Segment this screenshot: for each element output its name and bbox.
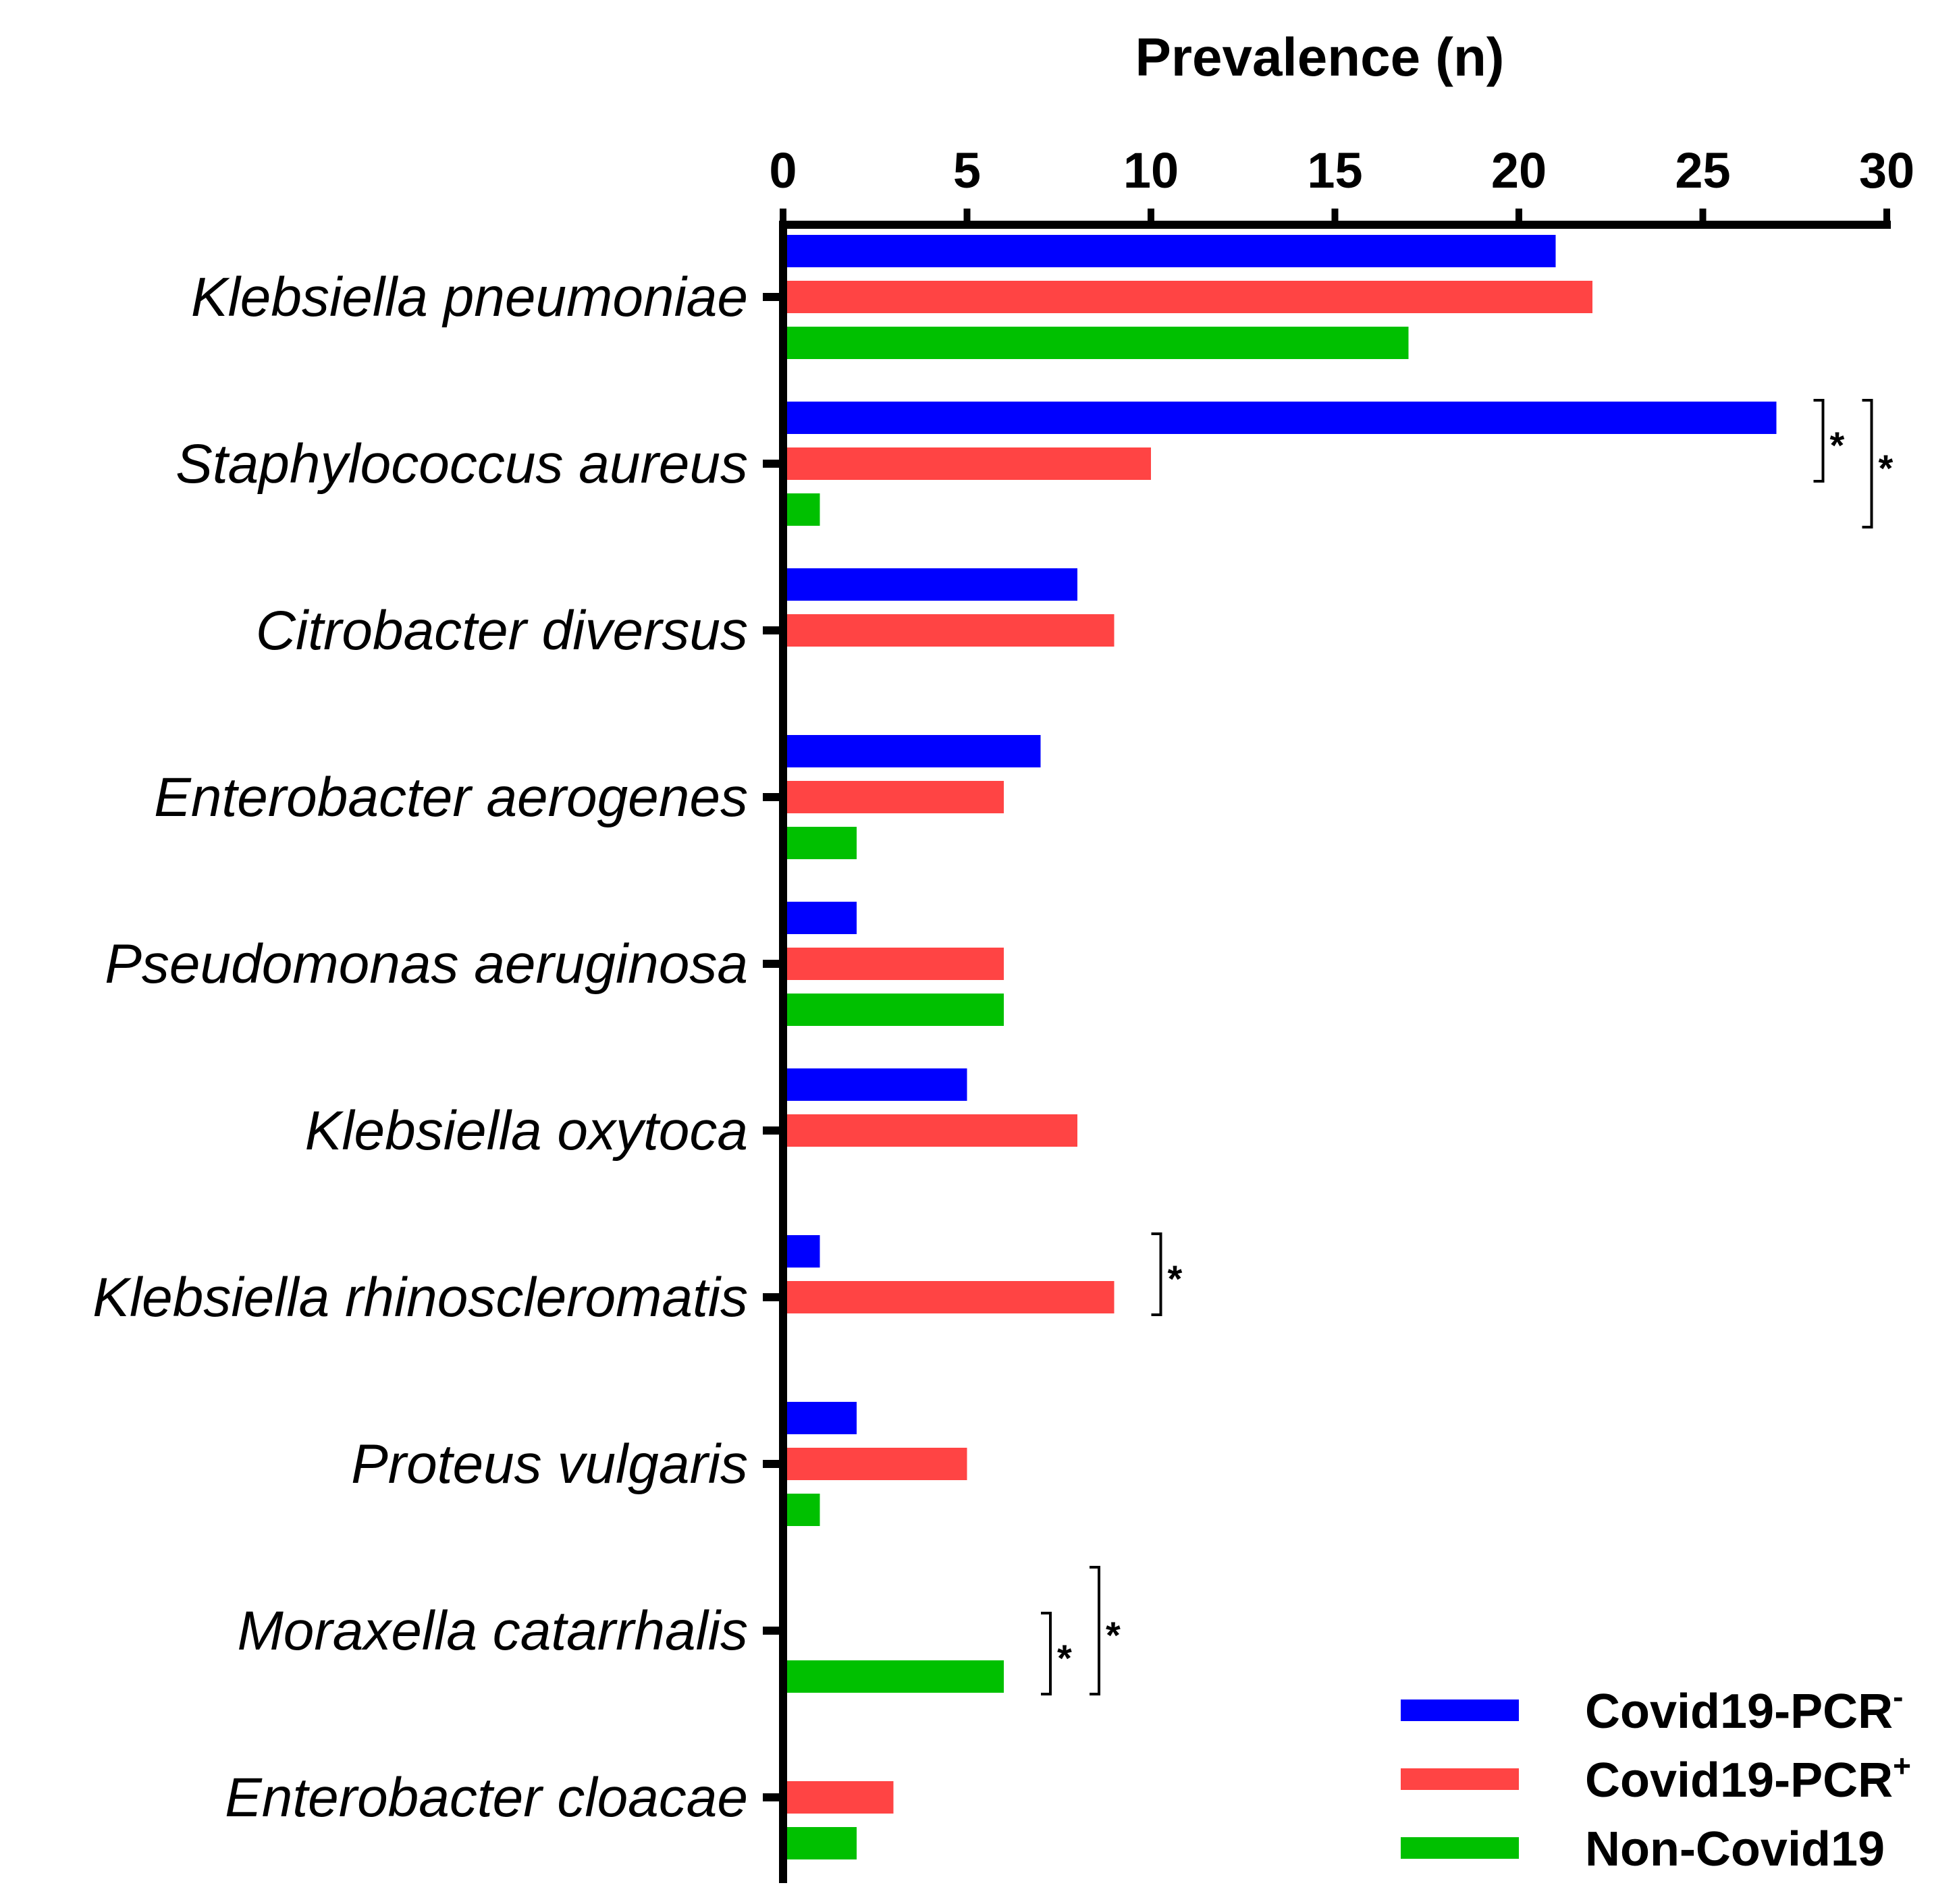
bar-enterobacter-aerogenes-covid19-pcr-pos — [783, 781, 1004, 813]
bar-klebsiella-pneumoniae-covid19-pcr-pos — [783, 281, 1592, 313]
category-label-klebsiella-oxytoca: Klebsiella oxytoca — [305, 1100, 748, 1162]
category-label-proteus-vulgaris: Proteus vulgaris — [351, 1434, 748, 1495]
legend-label: Covid19-PCR- — [1585, 1679, 1903, 1739]
legend-label: Covid19-PCR+ — [1585, 1748, 1911, 1807]
significance-bracket: * — [1090, 1566, 1121, 1695]
legend-item: Covid19-PCR+ — [1401, 1748, 1911, 1807]
category-label-staphylococcus-aureus: Staphylococcus aureus — [176, 433, 748, 495]
bar-staphylococcus-aureus-covid19-pcr-pos — [783, 447, 1151, 480]
category-label-pseudomonas-aeruginosa: Pseudomonas aeruginosa — [105, 933, 748, 995]
bar-pseudomonas-aeruginosa-covid19-pcr-pos — [783, 948, 1004, 980]
legend-superscript: - — [1893, 1679, 1903, 1714]
x-tick-label: 0 — [769, 142, 797, 198]
legend-swatch — [1401, 1837, 1519, 1859]
bar-moraxella-catarrhalis-non-covid19 — [783, 1660, 1004, 1693]
bar-klebsiella-rhinoscleromatis-covid19-pcr-pos — [783, 1281, 1115, 1313]
x-tick-label: 20 — [1491, 142, 1547, 198]
bar-enterobacter-aerogenes-covid19-pcr-neg — [783, 735, 1041, 767]
x-axis-title: Prevalence (n) — [1135, 27, 1505, 87]
significance-star: * — [1830, 424, 1845, 466]
legend: Covid19-PCR- Covid19-PCR+ Non-Covid19 — [1401, 1679, 1911, 1876]
bar-klebsiella-rhinoscleromatis-covid19-pcr-neg — [783, 1235, 820, 1268]
bar-proteus-vulgaris-non-covid19 — [783, 1494, 820, 1526]
legend-swatch — [1401, 1699, 1519, 1721]
category-label-enterobacter-aerogenes: Enterobacter aerogenes — [154, 767, 748, 828]
significance-star: * — [1168, 1257, 1183, 1300]
bar-klebsiella-pneumoniae-covid19-pcr-neg — [783, 235, 1556, 267]
legend-item: Non-Covid19 — [1401, 1822, 1885, 1876]
significance-star: * — [1879, 447, 1894, 489]
bar-citrobacter-diversus-covid19-pcr-neg — [783, 568, 1077, 601]
bar-klebsiella-oxytoca-covid19-pcr-pos — [783, 1114, 1077, 1147]
bracket-line — [1090, 1566, 1100, 1695]
axes-group: 0 5 10 15 20 25 30 Klebsiella pneumoniae Staphyl… — [92, 142, 1914, 1883]
bar-enterobacter-cloacae-non-covid19 — [783, 1827, 857, 1859]
significance-bracket: * — [1813, 399, 1845, 483]
category-label-enterobacter-cloacae: Enterobacter cloacae — [225, 1767, 748, 1828]
bars-group — [783, 235, 1777, 1859]
category-label-citrobacter-diversus: Citrobacter diversus — [256, 600, 748, 661]
x-tick-label: 15 — [1307, 142, 1362, 198]
significance-group: * * * * * — [1041, 399, 1894, 1695]
significance-bracket: * — [1041, 1612, 1072, 1695]
category-label-klebsiella-rhinoscleromatis: Klebsiella rhinoscleromatis — [92, 1267, 748, 1328]
bar-proteus-vulgaris-covid19-pcr-pos — [783, 1448, 967, 1480]
bar-citrobacter-diversus-covid19-pcr-pos — [783, 614, 1115, 647]
x-tick-label: 5 — [953, 142, 981, 198]
bracket-line — [1813, 399, 1825, 483]
bar-klebsiella-oxytoca-covid19-pcr-neg — [783, 1068, 967, 1101]
significance-bracket: * — [1862, 399, 1894, 528]
x-tick-label: 25 — [1675, 142, 1730, 198]
bar-staphylococcus-aureus-non-covid19 — [783, 493, 820, 526]
category-label-klebsiella-pneumoniae: Klebsiella pneumoniae — [191, 267, 748, 328]
bar-proteus-vulgaris-covid19-pcr-neg — [783, 1402, 857, 1434]
significance-star: * — [1106, 1614, 1121, 1656]
legend-label: Non-Covid19 — [1585, 1822, 1885, 1876]
legend-swatch — [1401, 1768, 1519, 1790]
bar-enterobacter-aerogenes-non-covid19 — [783, 827, 857, 859]
legend-superscript: + — [1893, 1748, 1911, 1783]
legend-item: Covid19-PCR- — [1401, 1679, 1903, 1739]
category-label-moraxella-catarrhalis: Moraxella catarrhalis — [238, 1600, 749, 1662]
x-tick-label: 30 — [1859, 142, 1914, 198]
x-tick-label: 10 — [1123, 142, 1179, 198]
significance-star: * — [1057, 1637, 1072, 1679]
bracket-line — [1041, 1612, 1052, 1695]
bracket-line — [1862, 399, 1873, 528]
bar-staphylococcus-aureus-covid19-pcr-neg — [783, 402, 1777, 434]
bar-klebsiella-pneumoniae-non-covid19 — [783, 327, 1409, 359]
bracket-line — [1151, 1232, 1162, 1316]
bar-pseudomonas-aeruginosa-non-covid19 — [783, 994, 1004, 1026]
bar-pseudomonas-aeruginosa-covid19-pcr-neg — [783, 902, 857, 934]
bar-enterobacter-cloacae-covid19-pcr-pos — [783, 1781, 894, 1814]
significance-bracket: * — [1151, 1232, 1183, 1316]
